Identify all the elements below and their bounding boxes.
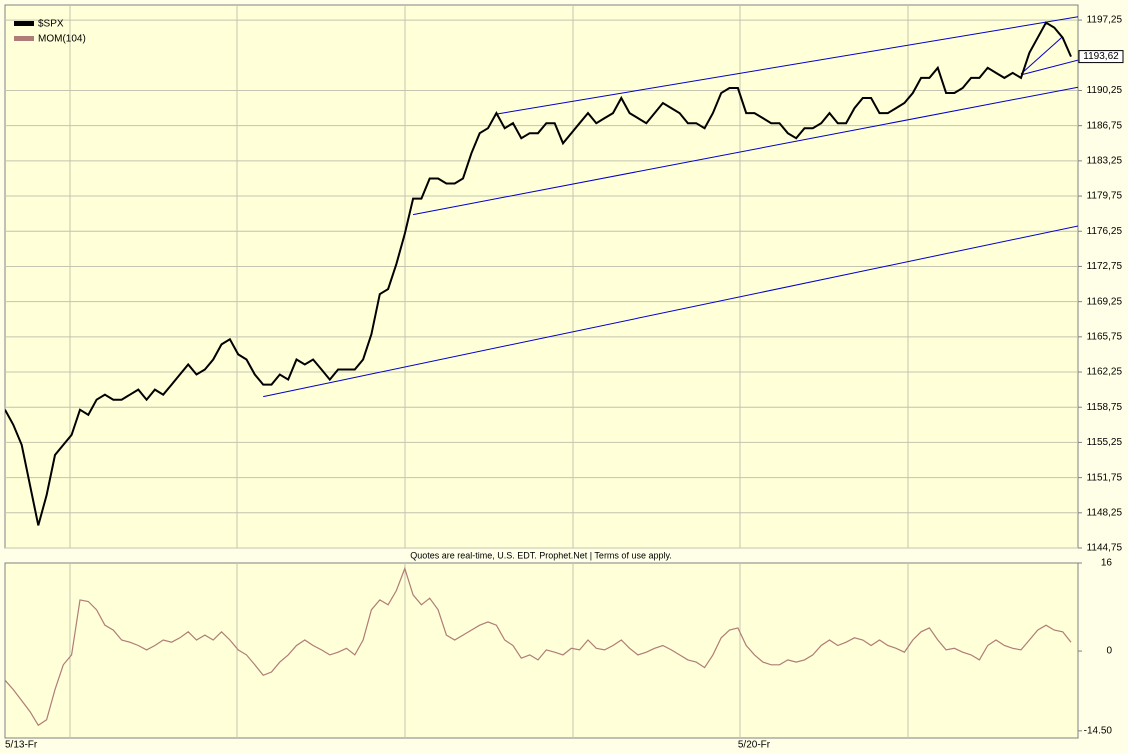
y-tick-label: 0 [1106,646,1112,657]
trendline [412,86,1078,216]
y-tick-label: 1197,25 [1087,15,1123,26]
y-tick-label: 1165,75 [1087,331,1123,342]
series-group [5,566,1072,727]
legend-label: $SPX [38,19,64,30]
y-tick-label: 16 [1101,558,1113,569]
legend-label: MOM(104) [38,34,86,45]
x-tick-label: 5/13-Fr [5,740,38,751]
y-tick-label: 1169,25 [1087,296,1123,307]
momentum-panel [4,562,1079,739]
y-tick-label: 1158,75 [1087,402,1123,413]
y-tick-label: 1183,25 [1087,156,1123,167]
legend-swatch [14,21,34,26]
series-line [5,566,1072,727]
y-tick-label: 1172,75 [1087,261,1123,272]
y-tick-label: 1162,25 [1087,367,1123,378]
series-line [5,21,1072,526]
trendline [1020,36,1064,75]
day-separators [69,5,909,738]
y-tick-label: 1186,75 [1087,120,1123,131]
source-note: Quotes are real-time, U.S. EDT. Prophet.… [410,550,672,560]
series-group [5,16,1078,526]
y-tick-label: 1176,25 [1087,226,1123,237]
x-tick-label: 5/20-Fr [738,740,771,751]
last-price-box [1078,50,1124,64]
trendline [496,16,1078,115]
y-tick-label: 1151,75 [1087,472,1123,483]
y-tick-label: 1190,25 [1087,85,1123,96]
legend-swatch [14,36,34,41]
last-price-label: 1193,62 [1083,51,1119,62]
trendline [1020,59,1078,76]
y-tick-label: 1179,75 [1087,191,1123,202]
y-tick-label: -14.50 [1084,725,1113,736]
y-tick-label: 1148,25 [1087,507,1123,518]
y-tick-label: 1155,25 [1087,437,1123,448]
trendline [263,225,1078,398]
y-tick-label: 1144,75 [1087,543,1123,554]
price-panel [4,4,1079,549]
